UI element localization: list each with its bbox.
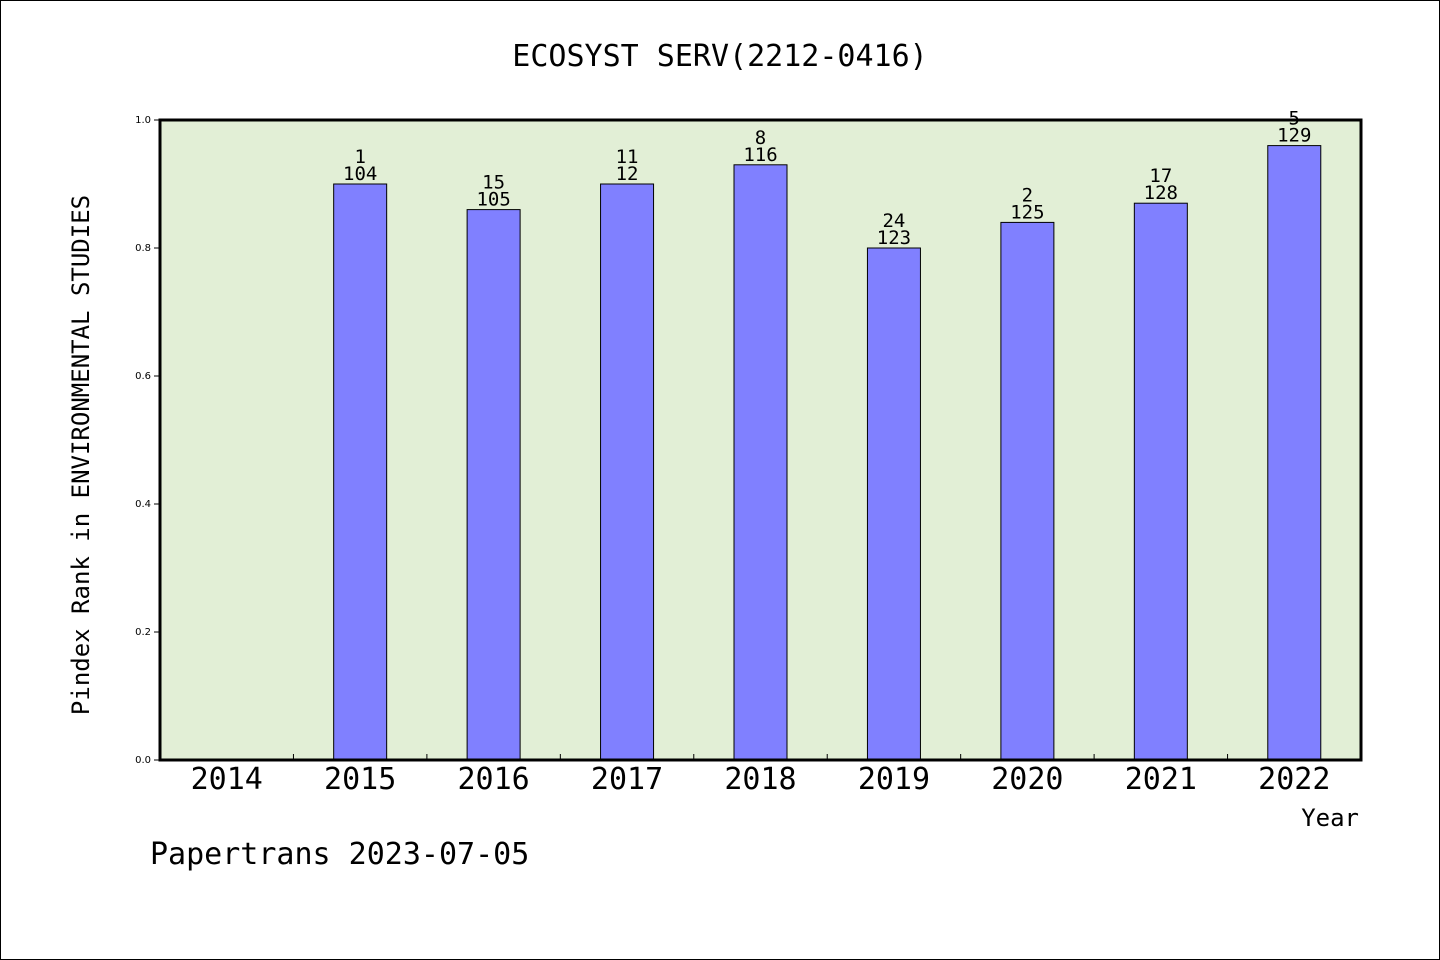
y-tick-label: 0.2 [135,627,151,638]
bar-label-total: 123 [877,227,911,249]
bar-label-rank: 2 [1022,184,1033,206]
x-tick-label: 2019 [858,762,930,797]
bar-label-total: 128 [1144,182,1178,204]
bar-2018 [733,164,788,761]
y-tick-label: 0.0 [135,755,151,766]
bar-label-total: 105 [476,189,510,211]
bar-label-rank: 8 [755,127,766,149]
x-tick-label: 2014 [191,762,263,797]
bar-label-rank: 17 [1149,165,1172,187]
bar-label-total: 104 [343,163,377,185]
x-tick-label: 2017 [591,762,663,797]
x-axis-label: Year [1301,804,1359,832]
bar-2020 [1000,221,1055,761]
bar-label-total: 12 [616,163,639,185]
bar-label-total: 116 [743,144,777,166]
bar-2016 [466,209,521,761]
y-tick-label: 1.0 [135,115,151,126]
bar-2021 [1133,202,1188,761]
x-tick-label: 2022 [1258,762,1330,797]
x-tick-label: 2020 [991,762,1063,797]
bar-label-rank: 15 [482,172,505,194]
x-tick-label: 2018 [724,762,796,797]
bar-label-rank: 24 [882,210,905,232]
y-axis-label: Pindex Rank in ENVIRONMENTAL STUDIES [67,195,95,715]
bar-2019 [866,247,921,761]
bar-2017 [600,183,655,761]
x-tick-label: 2015 [324,762,396,797]
bar-2022 [1267,145,1322,761]
bar-label-rank: 11 [616,146,639,168]
y-tick-label: 0.6 [135,371,151,382]
bar-2015 [333,183,388,761]
bar-label-total: 125 [1010,201,1044,223]
chart-title: ECOSYST SERV(2212-0416) [512,39,927,74]
footer-date: Papertrans 2023-07-05 [150,837,529,872]
bar-label-rank: 1 [354,146,365,168]
x-tick-label: 2021 [1125,762,1197,797]
x-tick-label: 2016 [457,762,529,797]
y-tick-label: 0.4 [135,499,151,510]
y-tick-label: 0.8 [135,243,151,254]
bar-label-total: 129 [1277,125,1311,147]
plot-border [158,118,1363,762]
